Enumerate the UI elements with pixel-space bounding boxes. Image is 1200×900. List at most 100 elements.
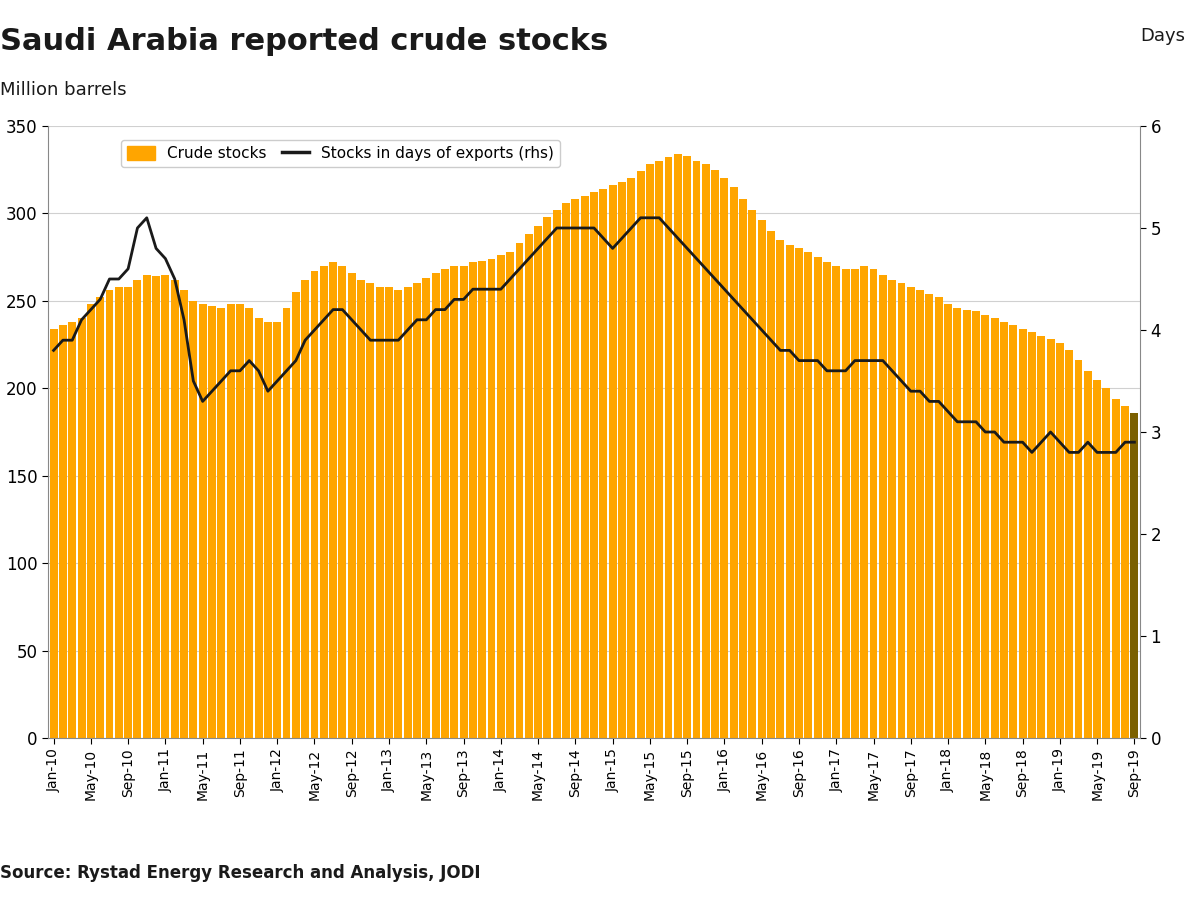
Bar [814,257,822,738]
Bar [628,178,635,738]
Bar [479,261,486,738]
Text: Days: Days [1140,27,1186,45]
Bar [358,280,365,738]
Legend: Crude stocks, Stocks in days of exports (rhs): Crude stocks, Stocks in days of exports … [121,140,560,167]
Bar [385,287,392,738]
Bar [1056,343,1064,738]
Bar [571,200,580,738]
Bar [1009,325,1018,738]
Bar [366,284,374,738]
Bar [236,304,244,738]
Bar [553,210,560,738]
Bar [916,291,924,738]
Bar [757,220,766,738]
Bar [581,196,589,738]
Bar [282,308,290,738]
Bar [1037,336,1045,738]
Bar [516,243,523,738]
Bar [804,252,812,738]
Bar [96,297,104,738]
Bar [618,182,626,738]
Bar [888,280,896,738]
Bar [1028,332,1036,738]
Bar [720,178,728,738]
Bar [338,266,347,738]
Bar [944,304,952,738]
Bar [562,202,570,738]
Bar [190,301,197,738]
Bar [833,266,840,738]
Bar [170,280,179,738]
Bar [59,325,67,738]
Bar [162,274,169,738]
Bar [749,210,756,738]
Bar [786,245,793,738]
Bar [1074,360,1082,738]
Bar [497,256,505,738]
Bar [403,287,412,738]
Bar [245,308,253,738]
Bar [124,287,132,738]
Bar [739,200,748,738]
Bar [487,259,496,738]
Bar [646,165,654,738]
Bar [432,273,439,738]
Bar [1019,328,1026,738]
Bar [274,322,281,738]
Bar [413,284,421,738]
Bar [674,154,682,738]
Bar [1000,322,1008,738]
Bar [348,273,355,738]
Bar [935,297,943,738]
Bar [665,158,672,738]
Bar [1103,388,1110,738]
Bar [199,304,206,738]
Bar [49,328,58,738]
Bar [991,319,998,738]
Bar [972,311,980,738]
Bar [292,292,300,738]
Bar [534,226,542,738]
Bar [712,170,719,738]
Bar [898,284,906,738]
Bar [180,291,188,738]
Bar [1112,399,1120,738]
Bar [301,280,310,738]
Bar [1093,380,1102,738]
Bar [878,274,887,738]
Bar [86,304,95,738]
Bar [152,276,160,738]
Text: Saudi Arabia reported crude stocks: Saudi Arabia reported crude stocks [0,27,608,56]
Bar [860,266,868,738]
Bar [1066,350,1073,738]
Bar [395,291,402,738]
Text: Million barrels: Million barrels [0,81,127,99]
Bar [982,315,989,738]
Bar [133,280,142,738]
Bar [962,310,971,738]
Bar [870,269,877,738]
Bar [796,248,803,738]
Bar [264,322,272,738]
Bar [106,291,114,738]
Bar [683,156,691,738]
Bar [320,266,328,738]
Bar [506,252,514,738]
Bar [767,231,775,738]
Bar [254,319,263,738]
Bar [590,193,598,738]
Bar [655,161,664,738]
Bar [544,217,551,738]
Bar [143,274,151,738]
Bar [208,306,216,738]
Bar [440,269,449,738]
Bar [469,263,476,738]
Bar [599,189,607,738]
Bar [524,234,533,738]
Bar [78,319,85,738]
Bar [851,269,859,738]
Bar [1084,371,1092,738]
Bar [730,187,738,738]
Bar [115,287,122,738]
Bar [1130,413,1139,738]
